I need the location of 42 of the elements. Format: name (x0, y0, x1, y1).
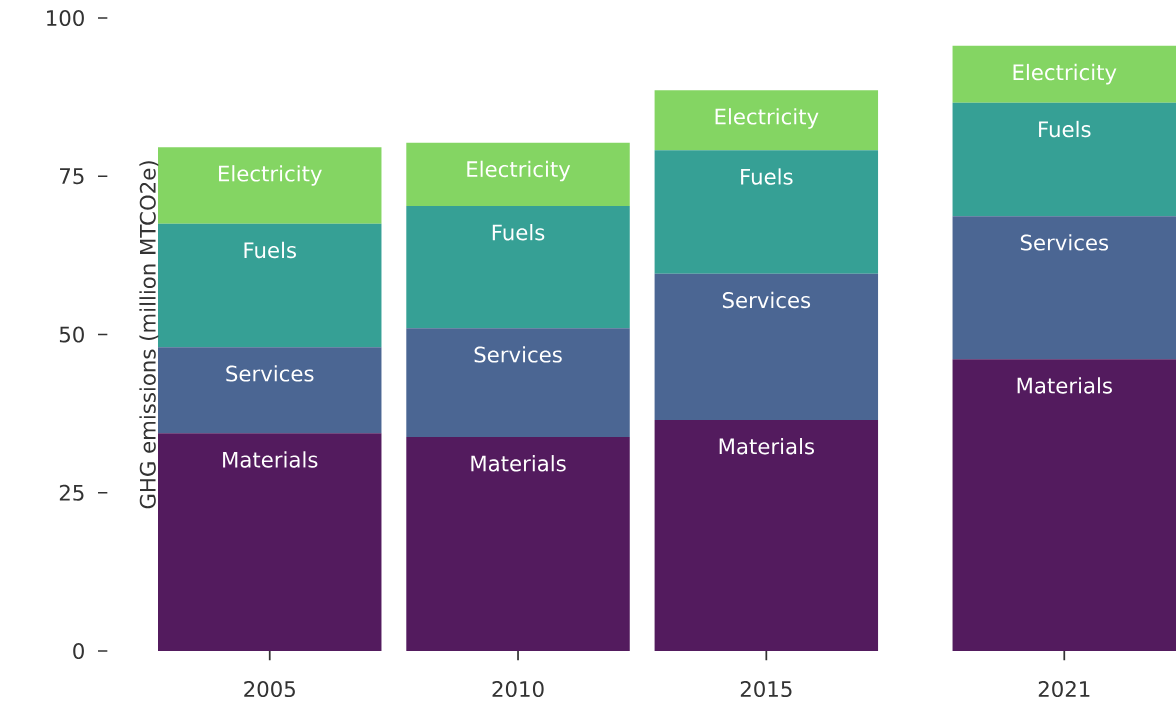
bar (158, 147, 382, 224)
series-label: Electricity (219, 165, 322, 186)
x-tick-label: 2015 (740, 681, 792, 698)
text: Electricity (467, 160, 571, 182)
y-tick-label: 100 (47, 9, 84, 27)
text: Materials (719, 437, 815, 455)
bar (654, 273, 879, 420)
text: Services (1020, 234, 1109, 251)
bar (952, 102, 1176, 217)
text: Electricity (715, 108, 819, 129)
text: Services (722, 291, 811, 309)
text: Fuels (741, 168, 793, 185)
x-tick-label: 2005 (244, 681, 295, 698)
y-axis-title: GHG emissions (million MTCO2e) (139, 161, 159, 509)
text: Materials (1017, 377, 1112, 394)
x-tick-label: 2010 (492, 681, 544, 698)
x-tick-label: 2021 (1038, 681, 1090, 698)
series-label: Fuels (244, 241, 297, 259)
bar (406, 142, 630, 206)
text: Electricity (1013, 63, 1117, 85)
y-tick-label: 0 (73, 642, 84, 660)
bar (406, 437, 630, 651)
bar (158, 223, 382, 348)
text: Fuels (1039, 120, 1091, 138)
text: Fuels (492, 224, 545, 241)
bar (406, 205, 630, 329)
bar (158, 433, 382, 651)
bar (406, 328, 630, 438)
series-label: Materials (223, 451, 318, 468)
y-tick-label: 25 (59, 484, 84, 501)
bar (952, 45, 1176, 103)
bar (654, 150, 879, 274)
y-tick-label: 75 (60, 168, 84, 185)
bar (158, 347, 382, 434)
bar (952, 216, 1176, 360)
text: Services (226, 365, 314, 382)
bar (654, 419, 879, 651)
y-tick-label: 50 (59, 326, 84, 343)
series-label: Services (474, 346, 562, 363)
bar (654, 90, 879, 151)
text: Materials (471, 455, 566, 472)
bar (952, 359, 1176, 651)
